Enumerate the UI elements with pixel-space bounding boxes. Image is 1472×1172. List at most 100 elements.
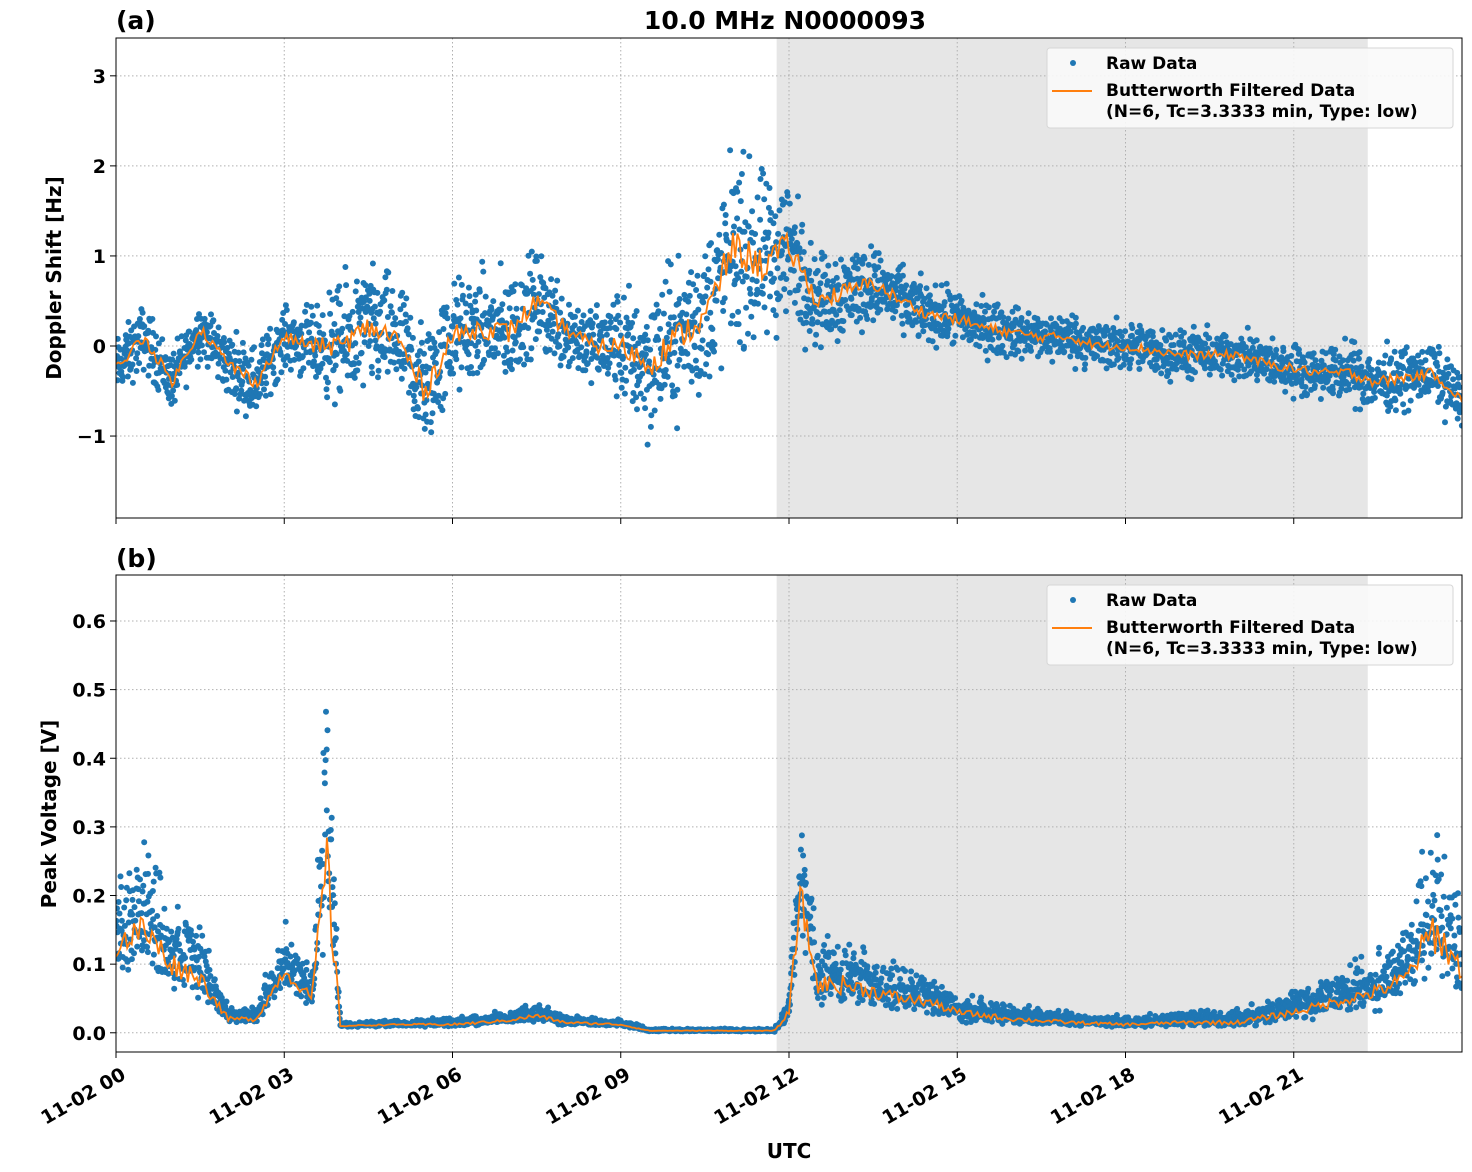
raw-data-point	[1332, 346, 1339, 353]
raw-data-point	[373, 343, 380, 350]
raw-data-point	[618, 369, 625, 376]
raw-data-point	[327, 310, 334, 317]
raw-data-point	[1024, 319, 1030, 326]
raw-data-point	[1082, 354, 1089, 361]
raw-data-point	[1405, 407, 1412, 414]
raw-data-point	[633, 308, 640, 315]
raw-data-point	[137, 876, 143, 883]
raw-data-point	[322, 757, 329, 764]
raw-data-point	[129, 361, 136, 368]
raw-data-point	[328, 836, 335, 843]
raw-data-point	[1290, 395, 1297, 402]
raw-data-point	[133, 355, 140, 362]
raw-data-point	[355, 360, 362, 366]
raw-data-point	[402, 311, 409, 318]
raw-data-point	[311, 358, 317, 365]
raw-data-point	[384, 314, 391, 320]
raw-data-point	[794, 287, 801, 294]
raw-data-point	[1007, 335, 1014, 342]
raw-data-point	[1280, 348, 1287, 355]
raw-data-point	[1167, 378, 1174, 385]
raw-data-point	[263, 380, 270, 387]
raw-data-point	[353, 278, 360, 285]
raw-data-point	[838, 256, 844, 263]
raw-data-point	[240, 365, 247, 372]
raw-data-point	[794, 240, 801, 247]
raw-data-point	[720, 308, 727, 314]
raw-data-point	[323, 746, 330, 753]
raw-data-point	[943, 280, 950, 287]
raw-data-point	[1444, 356, 1451, 363]
raw-data-point	[465, 351, 472, 358]
raw-data-point	[560, 353, 567, 360]
raw-data-point	[319, 312, 326, 319]
raw-data-point	[683, 311, 690, 318]
raw-data-point	[321, 769, 328, 776]
raw-data-point	[409, 334, 416, 341]
raw-data-point	[745, 330, 751, 337]
raw-data-point	[215, 360, 222, 367]
raw-data-point	[342, 264, 349, 270]
raw-data-point	[303, 959, 310, 966]
raw-data-point	[802, 346, 809, 353]
raw-data-point	[171, 985, 178, 992]
raw-data-point	[343, 351, 350, 358]
raw-data-point	[1218, 339, 1225, 346]
raw-data-point	[1415, 381, 1422, 388]
panel-b-ylabel: Peak Voltage [V]	[37, 720, 61, 909]
raw-data-point	[484, 339, 491, 346]
raw-data-point	[1003, 354, 1010, 361]
raw-data-point	[898, 312, 905, 319]
x-axis-label: UTC	[767, 1139, 812, 1163]
raw-data-point	[326, 359, 333, 366]
raw-data-point	[314, 302, 321, 309]
raw-data-point	[1266, 377, 1273, 384]
raw-data-point	[446, 358, 453, 365]
raw-data-point	[950, 339, 957, 346]
raw-data-point	[851, 290, 858, 296]
raw-data-point	[1360, 390, 1367, 397]
legend-filtered-label: (N=6, Tc=3.3333 min, Type: low)	[1106, 102, 1418, 122]
raw-data-point	[718, 250, 725, 256]
raw-data-point	[932, 282, 939, 289]
raw-data-point	[303, 1000, 310, 1006]
raw-data-point	[139, 309, 146, 316]
raw-data-point	[550, 320, 557, 327]
raw-data-point	[270, 370, 277, 377]
raw-data-point	[529, 276, 536, 283]
raw-data-point	[644, 441, 651, 448]
raw-data-point	[813, 331, 820, 338]
raw-data-point	[1200, 346, 1207, 353]
raw-data-point	[211, 976, 218, 983]
raw-data-point	[125, 919, 132, 926]
raw-data-point	[1272, 351, 1279, 358]
raw-data-point	[196, 311, 202, 318]
raw-data-point	[808, 277, 815, 284]
raw-data-point	[809, 320, 816, 327]
raw-data-point	[594, 354, 601, 361]
raw-data-point	[1127, 360, 1133, 367]
raw-data-point	[711, 341, 718, 348]
raw-data-point	[116, 377, 121, 384]
raw-data-point	[1345, 381, 1352, 388]
raw-data-point	[745, 223, 752, 230]
raw-data-point	[1358, 363, 1365, 370]
raw-data-point	[671, 392, 678, 399]
raw-data-point	[822, 299, 829, 306]
raw-data-point	[199, 932, 206, 939]
raw-data-point	[551, 350, 558, 357]
raw-data-point	[403, 295, 410, 302]
raw-data-point	[144, 949, 151, 956]
raw-data-point	[1357, 406, 1364, 413]
raw-data-point	[1366, 356, 1373, 363]
raw-data-point	[368, 363, 375, 370]
raw-data-point	[625, 331, 632, 338]
y-tick-label: 0.6	[72, 611, 106, 633]
raw-data-point	[472, 291, 479, 298]
raw-data-point	[811, 256, 818, 263]
raw-data-point	[777, 293, 784, 300]
raw-data-point	[1368, 366, 1375, 373]
raw-data-point	[194, 363, 201, 370]
raw-data-point	[790, 934, 797, 941]
raw-data-point	[1165, 370, 1172, 377]
